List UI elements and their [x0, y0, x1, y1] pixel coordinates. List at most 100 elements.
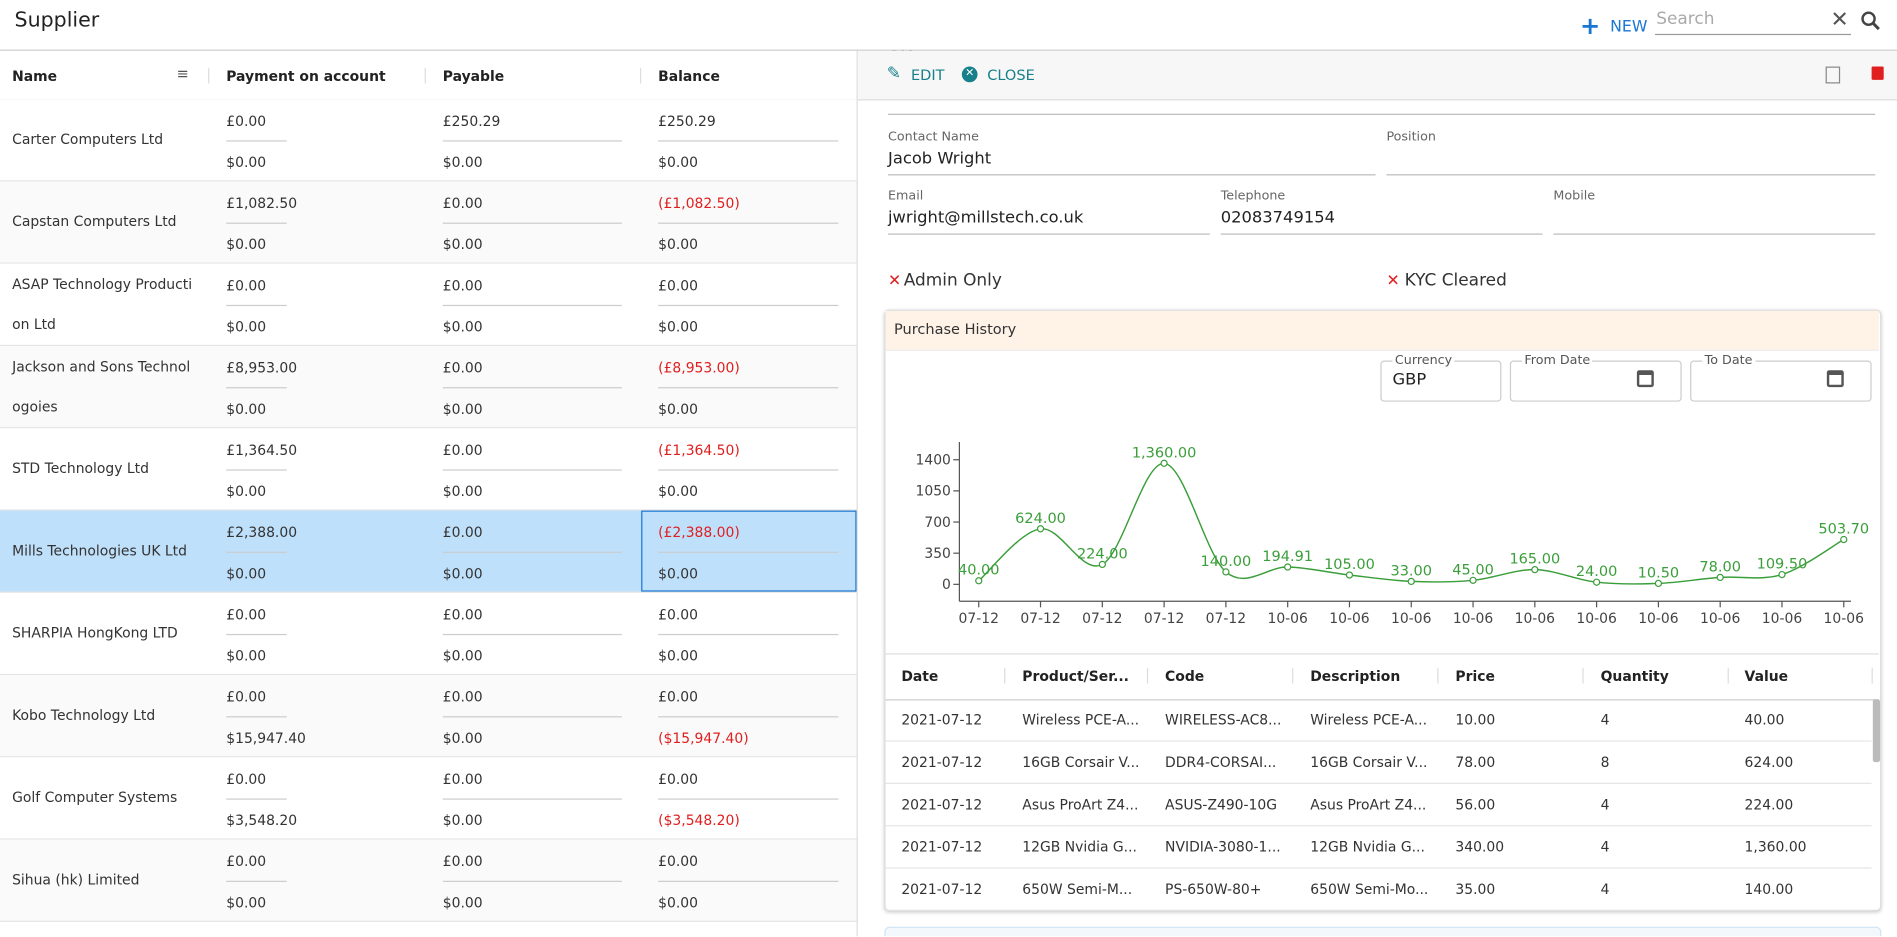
- y-tick-label: 700: [924, 515, 951, 531]
- amount: £0.00: [226, 688, 266, 705]
- supplier-row[interactable]: Carter Computers Ltd£0.00$0.00£250.29$0.…: [0, 99, 857, 181]
- amount: £250.29: [658, 113, 716, 130]
- table-cell: 35.00: [1455, 881, 1495, 898]
- partial-underline: [888, 114, 1875, 115]
- table-cell: 78.00: [1455, 754, 1495, 771]
- filter-label: From Date: [1522, 353, 1593, 368]
- field-value: 02083749154: [1221, 208, 1335, 227]
- table-cell: 4: [1601, 881, 1610, 898]
- close-button[interactable]: CLOSE: [987, 67, 1035, 84]
- x-tick-label: 10-06: [1576, 611, 1616, 627]
- cell-underline: [443, 716, 622, 717]
- amount: $0.00: [226, 483, 266, 500]
- grid-header: [0, 51, 857, 101]
- amount: £0.00: [226, 277, 266, 294]
- field-label: Email: [888, 189, 923, 204]
- edit-icon[interactable]: ✎: [887, 64, 901, 83]
- y-tick-label: 350: [924, 546, 951, 562]
- table-cell: 56.00: [1455, 796, 1495, 813]
- y-tick-label: 1050: [916, 484, 951, 500]
- data-label: 224.00: [1077, 546, 1128, 562]
- supplier-name: Golf Computer Systems: [12, 757, 193, 838]
- amount: $0.00: [658, 318, 698, 335]
- table-cell: 4: [1601, 796, 1610, 813]
- amount: $0.00: [658, 236, 698, 253]
- search-icon[interactable]: [1861, 11, 1880, 30]
- field-label: Mobile: [1553, 189, 1595, 204]
- supplier-name: Carter Computers Ltd: [12, 99, 193, 180]
- column-separator: [1147, 668, 1148, 684]
- supplier-row[interactable]: Jackson and Sons Technologoies£8,953.00$…: [0, 346, 857, 428]
- supplier-name: Capstan Computers Ltd: [12, 181, 193, 262]
- delete-icon[interactable]: [1872, 67, 1884, 80]
- amount: £0.00: [443, 442, 483, 459]
- amount: £0.00: [658, 771, 698, 788]
- cell-underline: [226, 223, 286, 224]
- edit-button[interactable]: EDIT: [911, 67, 945, 84]
- table-column: Price: [1455, 668, 1495, 685]
- scrollbar-thumb: [1873, 699, 1880, 762]
- x-tick-label: 10-06: [1267, 611, 1307, 627]
- data-label: 624.00: [1015, 511, 1066, 527]
- column-separator: [1582, 668, 1583, 684]
- close-icon[interactable]: ✕: [962, 67, 978, 83]
- table-column: Description: [1310, 668, 1400, 685]
- plus-icon: +: [1580, 11, 1600, 40]
- amount: ($15,947.40): [658, 730, 749, 747]
- table-cell: Wireless PCE-A...: [1310, 711, 1427, 728]
- cell-underline: [226, 469, 286, 470]
- amount: $0.00: [658, 483, 698, 500]
- cell-underline: [443, 634, 622, 635]
- supplier-name: ASAP Technology Production Ltd: [12, 264, 193, 345]
- amount: $0.00: [658, 647, 698, 664]
- field-underline: [1553, 233, 1875, 234]
- amount: (£1,364.50): [658, 442, 740, 459]
- amount: £1,082.50: [226, 195, 297, 212]
- clear-icon[interactable]: ✕: [1830, 7, 1848, 32]
- column-menu-icon[interactable]: ≡: [177, 65, 189, 82]
- table-cell: 2021-07-12: [901, 711, 982, 728]
- data-label: 165.00: [1509, 552, 1560, 568]
- calendar-icon[interactable]: [1827, 370, 1844, 387]
- cell-underline: [443, 552, 622, 553]
- cell-underline: [226, 387, 286, 388]
- amount: £0.00: [226, 113, 266, 130]
- table-cell: Asus ProArt Z4...: [1022, 796, 1138, 813]
- supplier-row[interactable]: Mills Technologies UK Ltd£2,388.00$0.00£…: [0, 511, 857, 593]
- data-label: 33.00: [1390, 563, 1432, 579]
- amount: £0.00: [443, 524, 483, 541]
- column-separator: [640, 68, 641, 84]
- amount: $15,947.40: [226, 730, 306, 747]
- supplier-row[interactable]: Sihua (hk) Limited£0.00$0.00£0.00$0.00£0…: [0, 840, 857, 922]
- y-tick-label: 0: [942, 577, 951, 593]
- supplier-row[interactable]: Golf Computer Systems£0.00$3,548.20£0.00…: [0, 757, 857, 839]
- supplier-row[interactable]: STD Technology Ltd£1,364.50$0.00£0.00$0.…: [0, 428, 857, 510]
- supplier-row[interactable]: Capstan Computers Ltd£1,082.50$0.00£0.00…: [0, 181, 857, 263]
- table-cell: 4: [1601, 838, 1610, 855]
- amount: £8,953.00: [226, 359, 297, 376]
- cell-underline: [443, 387, 622, 388]
- calendar-icon[interactable]: [1637, 370, 1654, 387]
- cell-underline: [658, 223, 838, 224]
- amount: (£1,082.50): [658, 195, 740, 212]
- new-button[interactable]: + NEW: [1580, 10, 1643, 32]
- supplier-row[interactable]: Kobo Technology Ltd£0.00$15,947.40£0.00$…: [0, 675, 857, 757]
- supplier-row[interactable]: ASAP Technology Production Ltd £0.00 $0.00…: [0, 264, 857, 346]
- page-title: Supplier: [15, 8, 100, 32]
- supplier-row[interactable]: SHARPIA HongKong LTD£0.00$0.00£0.00$0.00…: [0, 593, 857, 675]
- column-separator: [1292, 668, 1293, 684]
- amount: $0.00: [443, 400, 483, 417]
- field-underline: [888, 174, 1376, 175]
- x-tick-label: 07-12: [1206, 611, 1246, 627]
- data-label: 140.00: [1201, 554, 1252, 570]
- x-tick-label: 07-12: [959, 611, 999, 627]
- table-cell: 40.00: [1745, 711, 1785, 728]
- flag-icon: ✕: [1386, 272, 1399, 290]
- table-cell: 340.00: [1455, 838, 1504, 855]
- filter-label: To Date: [1702, 353, 1755, 368]
- amount: $0.00: [226, 318, 266, 335]
- report-icon[interactable]: [1826, 67, 1841, 84]
- field-label: Position: [1386, 129, 1435, 144]
- table-cell: 650W Semi-Mo...: [1310, 881, 1428, 898]
